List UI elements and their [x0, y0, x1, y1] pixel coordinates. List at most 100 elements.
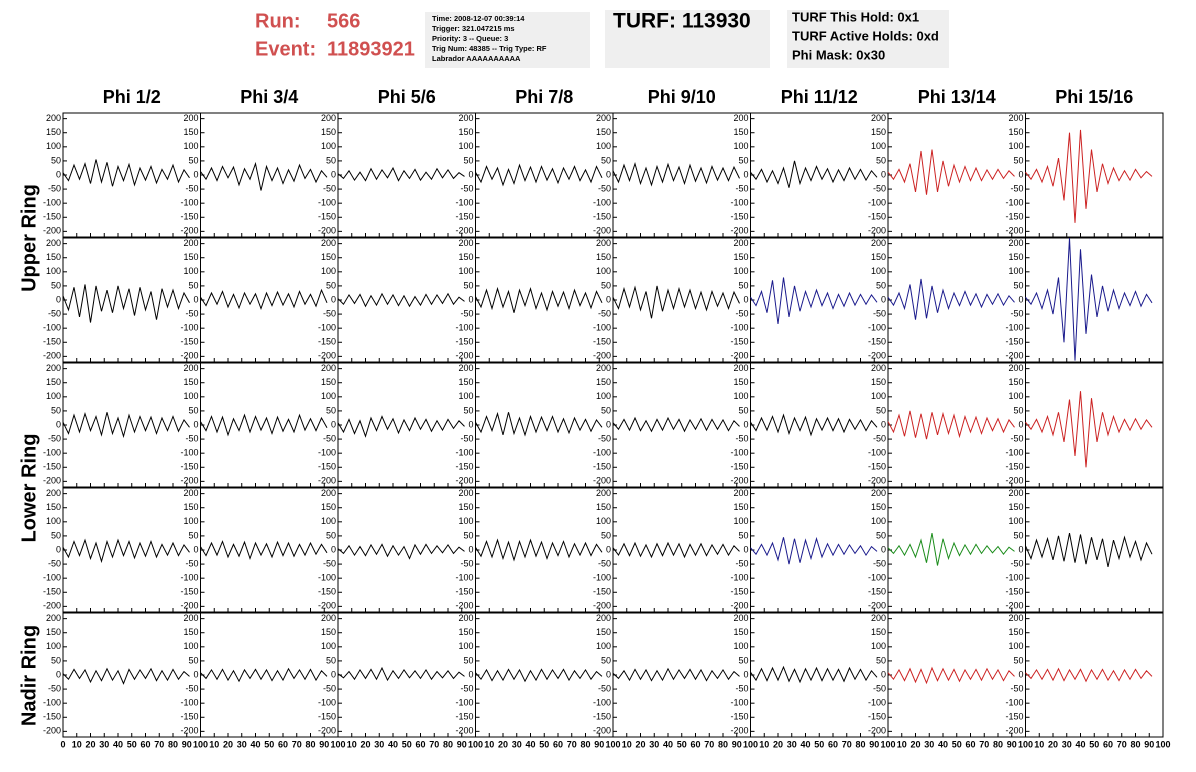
waveform [887, 533, 1015, 566]
x-tick-label: 90 [457, 739, 467, 749]
y-tick-label: 0 [881, 169, 886, 179]
x-tick-label: 40 [800, 739, 810, 749]
y-tick-label: 200 [733, 363, 748, 373]
waveform [1025, 237, 1153, 361]
y-tick-label: 200 [321, 238, 336, 248]
y-tick-label: -200 [180, 601, 198, 611]
y-tick-label: 150 [1008, 252, 1023, 262]
y-tick-label: -50 [873, 558, 886, 568]
y-tick-label: 150 [458, 502, 473, 512]
y-tick-label: 150 [458, 627, 473, 637]
y-tick-label: -150 [868, 337, 886, 347]
y-tick-label: 50 [601, 405, 611, 415]
y-tick-label: -150 [868, 587, 886, 597]
y-tick-label: -150 [455, 337, 473, 347]
y-tick-label: 150 [871, 127, 886, 137]
y-tick-label: -200 [180, 476, 198, 486]
x-tick-label: 90 [182, 739, 192, 749]
x-tick-label: 40 [1075, 739, 1085, 749]
y-tick-label: -200 [43, 726, 61, 736]
y-tick-label: -100 [730, 573, 748, 583]
y-tick-label: -150 [43, 587, 61, 597]
waveform [475, 411, 603, 437]
y-tick-label: -100 [180, 573, 198, 583]
y-tick-label: 200 [596, 488, 611, 498]
y-tick-label: -50 [598, 183, 611, 193]
y-tick-label: -50 [323, 433, 336, 443]
row-title: Nadir Ring [18, 625, 40, 726]
y-tick-label: 50 [738, 530, 748, 540]
y-tick-label: 200 [733, 113, 748, 123]
y-tick-label: 0 [1018, 294, 1023, 304]
y-tick-label: 0 [743, 294, 748, 304]
y-tick-label: -200 [868, 476, 886, 486]
y-tick-label: -100 [593, 448, 611, 458]
y-tick-label: -100 [180, 448, 198, 458]
y-tick-label: -150 [180, 712, 198, 722]
y-tick-label: 200 [321, 363, 336, 373]
waveform [475, 163, 603, 187]
y-tick-label: 0 [468, 169, 473, 179]
y-tick-label: 200 [321, 113, 336, 123]
y-tick-label: -50 [185, 683, 198, 693]
x-tick-label: 40 [663, 739, 673, 749]
y-tick-label: 100 [183, 391, 198, 401]
y-tick-label: -50 [873, 433, 886, 443]
y-tick-label: 150 [871, 252, 886, 262]
y-tick-label: -50 [185, 183, 198, 193]
y-tick-label: -200 [730, 351, 748, 361]
y-tick-label: 200 [596, 613, 611, 623]
y-tick-label: -50 [598, 558, 611, 568]
y-tick-label: -50 [460, 183, 473, 193]
x-tick-label: 70 [842, 739, 852, 749]
y-tick-label: 0 [743, 669, 748, 679]
x-tick-label: 80 [1130, 739, 1140, 749]
y-tick-label: -50 [873, 308, 886, 318]
y-tick-label: 0 [743, 544, 748, 554]
y-tick-label: 0 [1018, 544, 1023, 554]
y-tick-label: 200 [596, 363, 611, 373]
waveform [1025, 533, 1153, 568]
waveform [475, 668, 603, 683]
y-tick-label: 150 [183, 252, 198, 262]
y-tick-label: 0 [606, 544, 611, 554]
y-tick-label: -50 [735, 183, 748, 193]
y-tick-label: -50 [185, 558, 198, 568]
waveform [200, 161, 328, 191]
y-tick-label: -150 [593, 462, 611, 472]
y-tick-label: 150 [46, 377, 61, 387]
y-tick-label: -50 [598, 433, 611, 443]
y-tick-label: -150 [730, 212, 748, 222]
x-tick-label: 100 [605, 739, 620, 749]
y-tick-label: -50 [460, 308, 473, 318]
y-tick-label: 50 [188, 655, 198, 665]
x-tick-label: 60 [1103, 739, 1113, 749]
y-tick-label: 50 [188, 405, 198, 415]
y-tick-label: -100 [180, 198, 198, 208]
y-tick-label: -200 [180, 226, 198, 236]
y-tick-label: 200 [1008, 113, 1023, 123]
y-tick-label: -100 [318, 323, 336, 333]
x-tick-label: 50 [814, 739, 824, 749]
y-tick-label: 0 [743, 419, 748, 429]
y-tick-label: -150 [1005, 587, 1023, 597]
y-tick-label: -200 [593, 226, 611, 236]
y-tick-label: 100 [458, 266, 473, 276]
waveform [200, 288, 328, 310]
y-tick-label: 200 [183, 613, 198, 623]
y-tick-label: 50 [188, 280, 198, 290]
y-tick-label: 50 [876, 655, 886, 665]
y-tick-label: -150 [43, 337, 61, 347]
y-tick-label: 0 [606, 669, 611, 679]
y-tick-label: 200 [458, 613, 473, 623]
y-tick-label: 0 [1018, 669, 1023, 679]
y-tick-label: -50 [460, 433, 473, 443]
x-tick-label: 60 [553, 739, 563, 749]
y-tick-label: 100 [458, 141, 473, 151]
waveform [62, 412, 190, 439]
waveform [750, 277, 878, 325]
x-tick-label: 50 [539, 739, 549, 749]
y-tick-label: 150 [733, 377, 748, 387]
waveform [1025, 391, 1153, 468]
y-tick-label: 100 [321, 516, 336, 526]
